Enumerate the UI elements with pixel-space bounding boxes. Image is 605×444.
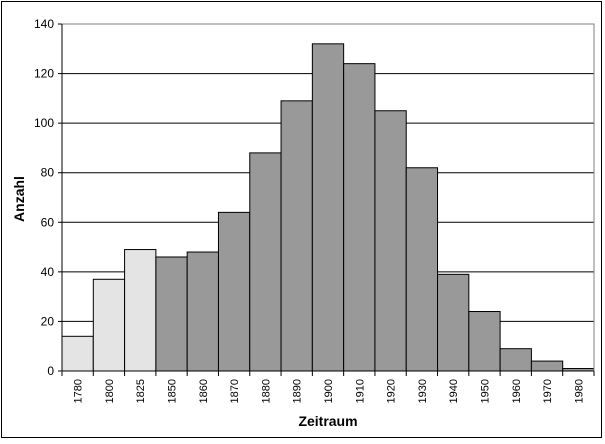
bars [61, 43, 595, 372]
y-axis-label: Anzahl [11, 176, 27, 222]
bar-1870 [217, 211, 251, 372]
x-tick-labels: 1780 1800 1825 1850 1860 1870 1880 1890 1900 1910… [73, 379, 586, 403]
x-tick-label: 1930 [417, 379, 429, 403]
x-tick-label: 1940 [448, 379, 460, 403]
bar-1950 [468, 311, 501, 372]
bar-1800 [92, 278, 126, 372]
bar-1960 [499, 348, 532, 372]
bar-1930 [405, 167, 439, 372]
axes [58, 23, 595, 376]
bar-1780 [61, 335, 94, 372]
bar-1970 [530, 360, 564, 372]
x-tick-label: 1900 [323, 379, 335, 403]
x-axis-label: Zeitraum [298, 413, 357, 429]
x-tick-label: 1780 [73, 379, 85, 403]
y-tick-label: 120 [34, 67, 54, 81]
x-tick-label: 1870 [229, 379, 241, 403]
bar-1920 [374, 110, 407, 372]
bar-1860 [186, 251, 219, 372]
x-tick-label: 1890 [292, 379, 304, 403]
y-tick-labels: 0 20 40 60 80 100 120 140 [34, 17, 54, 378]
x-tick-label: 1980 [573, 379, 585, 403]
bar-1890 [280, 100, 313, 372]
x-tick-label: 1970 [542, 379, 554, 403]
bar-1900 [311, 43, 345, 372]
x-tick-label: 1800 [104, 379, 116, 403]
y-tick-label: 80 [41, 166, 55, 180]
y-tick-label: 40 [41, 265, 55, 279]
y-tick-label: 20 [41, 314, 55, 328]
x-tick-label: 1960 [511, 379, 523, 403]
bar-1850 [155, 256, 188, 372]
x-tick-label: 1910 [354, 379, 366, 403]
x-tick-label: 1825 [135, 379, 147, 403]
y-tick-label: 100 [34, 116, 54, 130]
bar-1940 [437, 273, 470, 372]
bar-1880 [249, 152, 282, 372]
x-tick-label: 1920 [386, 379, 398, 403]
y-tick-label: 0 [47, 364, 54, 378]
bar-1825 [124, 249, 157, 372]
x-tick-label: 1860 [198, 379, 210, 403]
x-tick-label: 1850 [167, 379, 179, 403]
y-tick-label: 60 [41, 215, 55, 229]
x-tick-label: 1950 [479, 379, 491, 403]
x-tick-label: 1880 [260, 379, 272, 403]
chart-frame: 0 20 40 60 80 100 120 140 1780 1800 1825 1850 1860 1… [1, 1, 602, 438]
bar-1910 [343, 63, 376, 372]
y-tick-label: 140 [34, 17, 54, 31]
